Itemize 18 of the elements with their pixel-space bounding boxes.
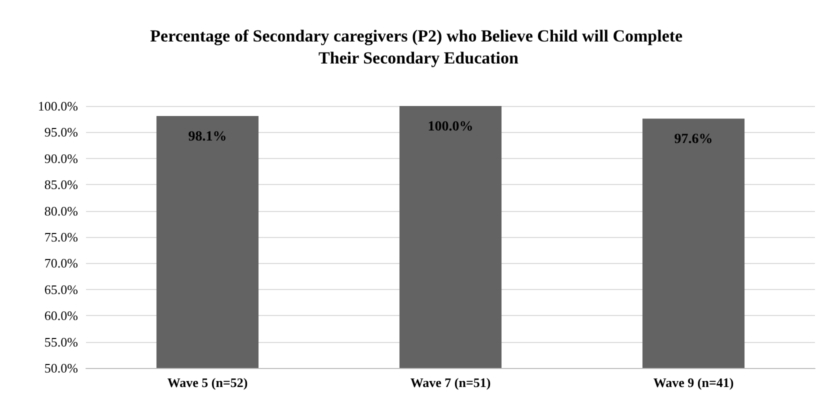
y-tick-label: 80.0% xyxy=(44,203,78,218)
y-tick-label: 60.0% xyxy=(44,308,78,324)
data-label: 98.1% xyxy=(188,129,227,144)
y-tick-label: 70.0% xyxy=(44,256,78,271)
x-tick-label: Wave 7 (n=51) xyxy=(410,375,491,390)
y-tick-label: 95.0% xyxy=(44,124,78,140)
x-tick-label: Wave 9 (n=41) xyxy=(653,375,734,390)
data-label: 100.0% xyxy=(428,120,474,134)
y-tick-label: 65.0% xyxy=(44,282,78,297)
x-tick-label: Wave 5 (n=52) xyxy=(167,375,248,390)
y-tick-label: 55.0% xyxy=(44,334,78,350)
y-tick-label: 85.0% xyxy=(44,177,78,192)
y-tick-label: 100.0% xyxy=(38,98,78,114)
y-tick-label: 75.0% xyxy=(44,230,78,244)
y-tick-label: 50.0% xyxy=(44,360,78,376)
chart-title: Percentage of Secondary caregivers (P2) who Believe Child will Complete Their Secondary Education xyxy=(150,26,687,68)
y-tick-label: 90.0% xyxy=(44,150,78,166)
data-label: 97.6% xyxy=(674,132,713,148)
